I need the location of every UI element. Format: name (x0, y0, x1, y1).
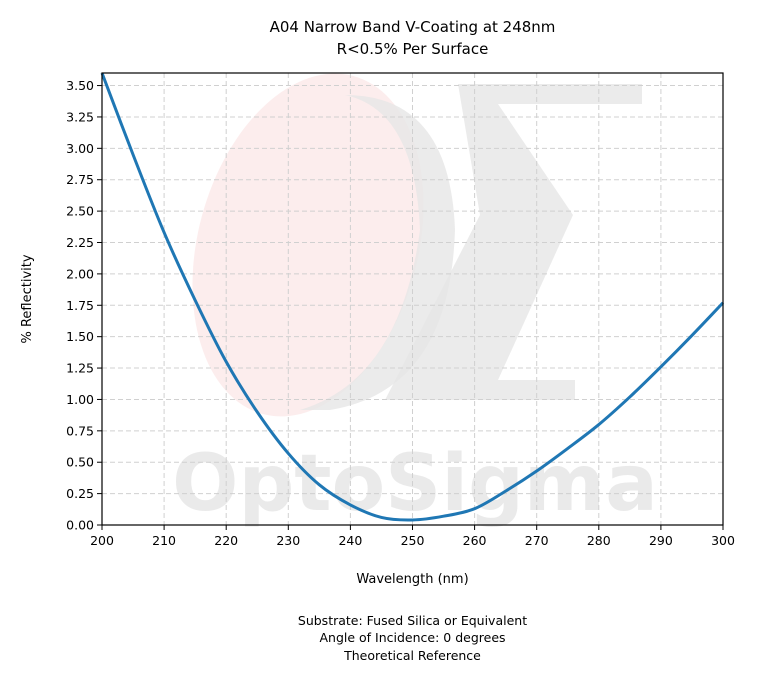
y-tick-label: 0.25 (66, 486, 94, 501)
y-axis-label: % Reflectivity (20, 254, 35, 343)
x-tick-label: 210 (152, 533, 176, 548)
series-line-0 (100, 72, 725, 522)
x-tick-label: 270 (525, 533, 549, 548)
x-axis: 200 210 220 230 240 250 260 270 280 290 300 (90, 525, 735, 548)
y-tick-label: 0.75 (66, 423, 94, 438)
x-tick-label: 290 (649, 533, 673, 548)
x-tick-label: 220 (214, 533, 238, 548)
y-tick-label: 2.00 (66, 266, 94, 281)
y-tick-label: 1.75 (66, 298, 94, 313)
y-tick-label: 3.00 (66, 141, 94, 156)
footer-substrate: Substrate: Fused Silica or Equivalent (297, 613, 528, 628)
x-tick-label: 280 (587, 533, 611, 548)
x-tick-label: 200 (90, 533, 114, 548)
y-tick-label: 1.25 (66, 361, 94, 376)
x-tick-label: 240 (338, 533, 362, 548)
y-tick-label: 0.50 (66, 455, 94, 470)
chart-subtitle: R<0.5% Per Surface (336, 40, 489, 58)
y-tick-label: 2.50 (66, 204, 94, 219)
y-tick-label: 0.00 (66, 518, 94, 533)
x-tick-label: 260 (463, 533, 487, 548)
plot-frame (101, 72, 724, 526)
x-tick-label: 300 (711, 533, 735, 548)
footer-reference: Theoretical Reference (344, 648, 481, 663)
y-tick-label: 3.50 (66, 78, 94, 93)
watermark-logo: OptoSigma (172, 73, 658, 529)
x-tick-label: 230 (276, 533, 300, 548)
y-tick-label: 2.75 (66, 172, 94, 187)
y-tick-label: 1.50 (66, 329, 94, 344)
chart-title: A04 Narrow Band V-Coating at 248nm (269, 18, 556, 36)
x-tick-label: 250 (401, 533, 425, 548)
footer-angle: Angle of Incidence: 0 degrees (319, 630, 506, 645)
y-tick-label: 2.25 (66, 235, 94, 250)
y-tick-label: 3.25 (66, 109, 94, 124)
x-axis-label: Wavelength (nm) (356, 572, 468, 587)
series-group (100, 72, 725, 522)
watermark-text: OptoSigma (172, 439, 658, 529)
y-axis: 0.00 0.25 0.50 0.75 1.00 1.25 1.50 1.75 2.00 2.25… (66, 78, 102, 533)
y-tick-label: 1.00 (66, 392, 94, 407)
